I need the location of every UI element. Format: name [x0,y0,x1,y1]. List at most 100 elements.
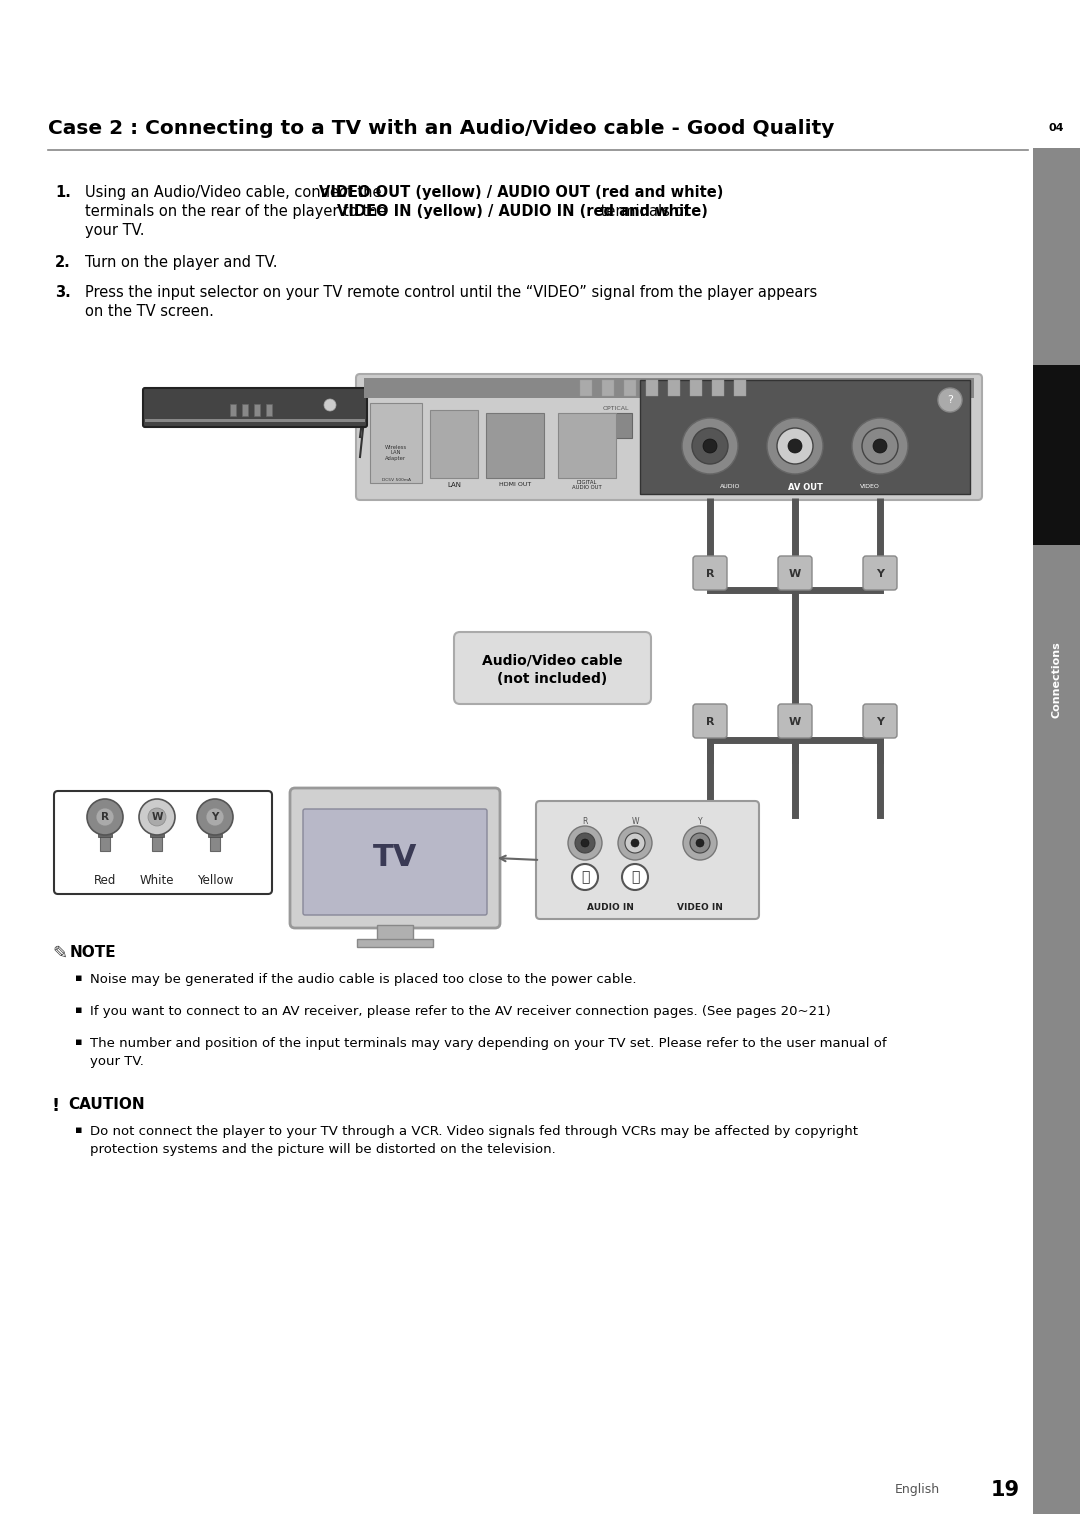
Text: !: ! [52,1098,60,1114]
Text: Connections: Connections [1051,642,1061,718]
Text: AUDIO: AUDIO [719,484,740,489]
Text: 04: 04 [1049,123,1064,133]
Text: terminals of: terminals of [596,204,688,220]
Text: ▪: ▪ [75,1125,82,1136]
Bar [1032,0,1080,148]
Circle shape [777,428,813,463]
FancyBboxPatch shape [778,556,812,590]
Bar [1032,0,1080,1514]
Text: VIDEO: VIDEO [860,484,880,489]
Bar [145,419,365,422]
FancyBboxPatch shape [536,801,759,919]
Text: Ⓡ: Ⓡ [581,871,590,884]
Text: Ⓛ: Ⓛ [631,871,639,884]
Circle shape [767,418,823,474]
Bar [210,815,220,851]
FancyBboxPatch shape [693,704,727,737]
Bar [646,380,658,397]
Circle shape [622,864,648,890]
Text: DIGITAL
AUDIO OUT: DIGITAL AUDIO OUT [572,480,602,491]
Text: Audio/Video cable: Audio/Video cable [482,654,623,668]
Circle shape [581,839,589,846]
FancyBboxPatch shape [54,790,272,893]
Circle shape [625,833,645,852]
Circle shape [139,799,175,836]
Bar [580,380,592,397]
Bar [152,815,162,851]
Text: Y: Y [876,569,885,578]
Text: W: W [788,569,801,578]
Bar [600,413,632,438]
Text: If you want to connect to an AV receiver, please refer to the AV receiver connec: If you want to connect to an AV receiver… [90,1005,831,1017]
Text: Case 2 : Connecting to a TV with an Audio/Video cable - Good Quality: Case 2 : Connecting to a TV with an Audi… [48,118,835,138]
Bar [624,380,636,397]
Circle shape [568,827,602,860]
Bar [712,380,724,397]
Text: VIDEO OUT (yellow) / AUDIO OUT (red and white): VIDEO OUT (yellow) / AUDIO OUT (red and … [319,185,724,200]
FancyBboxPatch shape [863,556,897,590]
Bar [602,380,615,397]
Text: ▪: ▪ [75,1037,82,1048]
Bar [208,830,222,837]
Circle shape [631,839,639,846]
Bar [98,830,112,837]
Circle shape [873,439,887,453]
Text: DC5V 500mA: DC5V 500mA [381,478,410,481]
Circle shape [788,439,802,453]
Circle shape [862,428,897,463]
Text: ?: ? [947,395,953,406]
Bar [230,404,237,416]
Text: Turn on the player and TV.: Turn on the player and TV. [85,254,278,269]
Bar [254,404,260,416]
Circle shape [572,864,598,890]
Text: protection systems and the picture will be distorted on the television.: protection systems and the picture will … [90,1143,556,1157]
Text: R: R [102,812,109,822]
FancyBboxPatch shape [778,704,812,737]
Circle shape [87,799,123,836]
Bar [242,404,248,416]
Text: ▪: ▪ [75,1005,82,1014]
Bar [357,939,433,946]
Circle shape [696,839,704,846]
Text: ✎: ✎ [52,945,67,963]
Text: on the TV screen.: on the TV screen. [85,304,214,319]
Text: W: W [631,816,638,825]
Text: R: R [582,816,588,825]
Text: Noise may be generated if the audio cable is placed too close to the power cable: Noise may be generated if the audio cabl… [90,974,636,986]
Text: your TV.: your TV. [85,223,145,238]
Text: NOTE: NOTE [70,945,117,960]
Bar [377,925,413,942]
Circle shape [681,418,738,474]
FancyBboxPatch shape [291,787,500,928]
Text: OPTICAL: OPTICAL [603,406,630,410]
Bar [640,380,970,494]
Bar [430,410,478,478]
Text: Press the input selector on your TV remote control until the “VIDEO” signal from: Press the input selector on your TV remo… [85,285,818,300]
Text: The number and position of the input terminals may vary depending on your TV set: The number and position of the input ter… [90,1037,887,1051]
Circle shape [324,400,336,410]
FancyBboxPatch shape [303,808,487,914]
Text: HDMI OUT: HDMI OUT [499,483,531,488]
Text: Using an Audio/Video cable, connect the: Using an Audio/Video cable, connect the [85,185,387,200]
FancyBboxPatch shape [863,704,897,737]
Circle shape [852,418,908,474]
Text: 1.: 1. [55,185,71,200]
Bar [150,830,164,837]
Circle shape [197,799,233,836]
Text: Yellow: Yellow [197,875,233,887]
Text: Wireless
LAN
Adapter: Wireless LAN Adapter [384,445,407,462]
Circle shape [96,808,114,827]
Text: 3.: 3. [55,285,71,300]
Circle shape [575,833,595,852]
Bar [266,404,272,416]
Text: TV: TV [373,843,417,872]
Text: R: R [705,569,714,578]
Circle shape [618,827,652,860]
Text: CAUTION: CAUTION [68,1098,145,1111]
Bar [486,413,544,478]
Text: R: R [705,718,714,727]
Text: terminals on the rear of the player to the: terminals on the rear of the player to t… [85,204,391,220]
Bar [669,380,680,397]
FancyBboxPatch shape [693,556,727,590]
FancyBboxPatch shape [454,631,651,704]
